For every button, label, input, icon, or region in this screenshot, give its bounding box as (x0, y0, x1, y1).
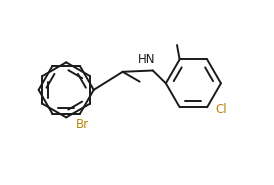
Text: Cl: Cl (216, 103, 227, 116)
Text: HN: HN (138, 53, 155, 66)
Text: Br: Br (76, 118, 89, 131)
